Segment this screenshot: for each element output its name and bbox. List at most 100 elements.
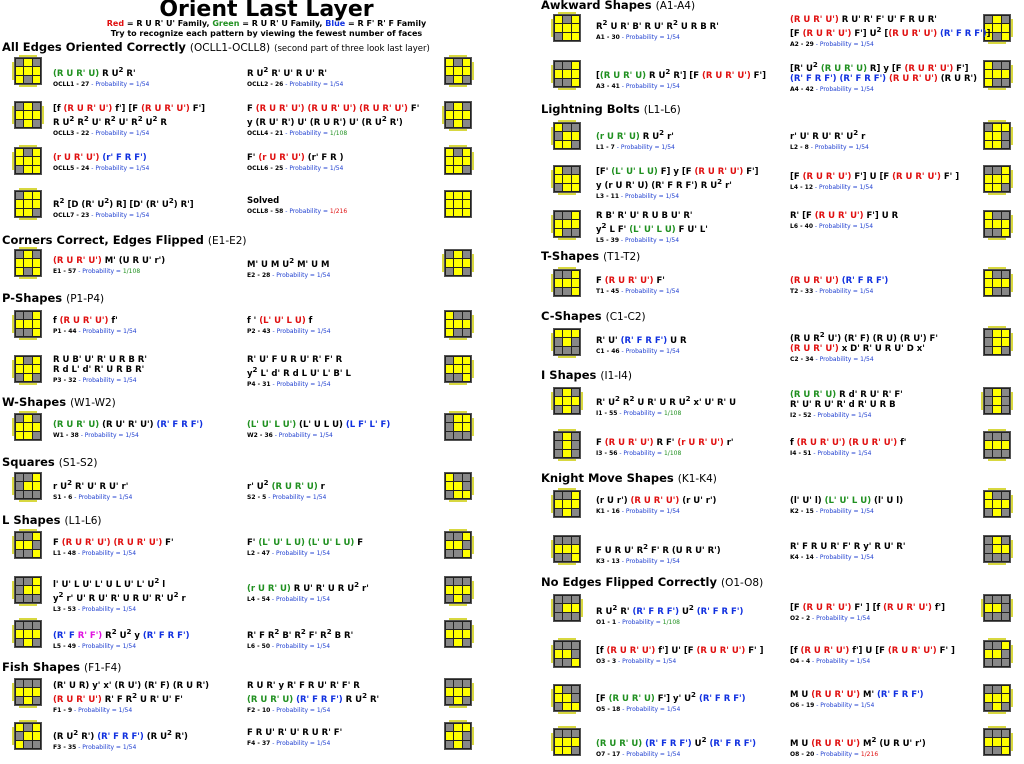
section-name: Corners Correct, Edges Flipped <box>2 233 204 247</box>
probability-label: - Probability = <box>270 380 318 388</box>
algorithm: (r U R' U') (r' F R F') <box>53 153 147 163</box>
oll-case-k2: (l' U' l) (L' U' L U) (l' U l) K2 - 15 - … <box>790 496 980 516</box>
legend-red: Red <box>106 19 125 28</box>
case-id: S1 - 6 <box>53 493 73 501</box>
oll-pattern-diagram <box>444 618 474 648</box>
probability-value: 1/54 <box>316 271 331 279</box>
section-heading: Lightning Bolts (L1-L6) <box>541 102 681 116</box>
case-id: E2 - 28 <box>247 271 271 279</box>
case-meta: O5 - 18 - Probability = 1/54 <box>596 706 786 714</box>
case-meta: L2 - 47 - Probability = 1/54 <box>247 550 437 558</box>
algorithm: (R U R' U) R d' R U' R' F' R' U' R U' R' … <box>790 390 903 410</box>
probability-value: 1/54 <box>857 450 872 457</box>
oll-pattern-diagram <box>444 529 474 559</box>
section-name: T-Shapes <box>541 249 600 263</box>
algorithm: (R U R' U') (R' F R F') <box>790 276 889 286</box>
algorithm: M U (R U R' U') M2 (U R U' r') <box>790 735 926 749</box>
case-meta: F2 - 10 - Probability = 1/54 <box>247 707 437 715</box>
case-id: L6 - 50 <box>247 642 271 650</box>
probability-label: - Probability = <box>270 740 317 747</box>
probability-label: - Probability = <box>619 192 666 200</box>
case-id: OCLL8 - 58 <box>247 208 284 215</box>
oll-pattern-diagram <box>983 535 1013 565</box>
legend-green: Green <box>212 19 240 28</box>
probability-label: - Probability = <box>272 432 320 439</box>
case-id: L1 - 48 <box>53 550 77 557</box>
oll-pattern-diagram <box>12 411 42 441</box>
oll-case-ocll8: Solved OCLL8 - 58 - Probability = 1/216 <box>247 196 437 216</box>
algorithm: F U R U' R2 F' R (U R U' R') <box>596 542 721 556</box>
oll-case-l3: l' U' L U' L' U L U' L' U2 l y2 r' U' R U… <box>53 576 243 614</box>
case-meta: L4 - 12 - Probability = 1/54 <box>790 184 980 192</box>
oll-pattern-diagram <box>551 60 581 90</box>
oll-case-o6: M U (R U R' U') M' (R' F R F') O6 - 19 - … <box>790 690 980 710</box>
oll-pattern-diagram <box>14 247 42 279</box>
case-meta: L2 - 8 - Probability = 1/54 <box>790 144 980 152</box>
probability-label: - Probability = <box>810 658 857 665</box>
case-id: OCLL2 - 26 <box>247 80 284 88</box>
algorithm: f (R U R' U') f' <box>53 316 118 326</box>
probability-value: 1/54 <box>122 642 137 650</box>
oll-pattern-diagram <box>983 267 1013 297</box>
probability-label: - Probability = <box>89 80 136 88</box>
oll-pattern-diagram <box>444 55 474 87</box>
algorithm: r' U2 (R U R' U) r <box>247 478 325 492</box>
probability-value: 1/54 <box>857 412 872 419</box>
case-id: T2 - 33 <box>790 288 814 295</box>
algorithm: (r U R' U) R U' R' U R U2 r' <box>247 580 369 594</box>
algorithm: R' U2 R2 U R' U R U2 x' U' R' U <box>596 394 737 408</box>
probability-value: 1/108 <box>662 618 680 626</box>
probability-label: - Probability = <box>619 348 667 355</box>
probability-value: 1/54 <box>317 380 331 388</box>
probability-value: 1/54 <box>316 642 331 650</box>
probability-label: - Probability = <box>813 85 861 93</box>
probability-label: - Probability = <box>619 33 667 41</box>
probability-label: - Probability = <box>811 450 858 457</box>
probability-label: - Probability = <box>283 208 330 215</box>
oll-case-o1: R U2 R' (R' F R F') U2 (R' F R F') O1 - 1… <box>596 603 786 627</box>
case-id: OCLL7 - 23 <box>53 211 90 219</box>
case-id: W1 - 38 <box>53 432 79 439</box>
case-meta: I3 - 56 - Probability = 1/108 <box>596 450 786 458</box>
case-meta: P3 - 32 - Probability = 1/54 <box>53 377 243 385</box>
oll-case-i3: F (R U R' U') R F' (r U R' U') r' I3 - 56… <box>596 438 786 458</box>
probability-value: 1/54 <box>856 658 871 665</box>
algorithm: l' U' L U' L' U L U' L' U2 l y2 r' U' R U… <box>53 576 186 604</box>
probability-value: 1/216 <box>329 208 348 215</box>
case-id: O7 - 17 <box>596 750 621 758</box>
case-meta: F3 - 35 - Probability = 1/54 <box>53 744 243 752</box>
case-meta: T1 - 45 - Probability = 1/54 <box>596 288 786 296</box>
case-id: L5 - 49 <box>53 642 77 650</box>
oll-case-o7: (R U R' U) (R' F R F') U2 (R' F R F') O7 … <box>596 735 786 759</box>
oll-case-w2: (L' U' L U') (L' U L U) (L F' L' F) W2 - … <box>247 420 437 440</box>
probability-value: 1/54 <box>860 554 874 561</box>
oll-pattern-diagram <box>444 310 474 340</box>
oll-pattern-diagram <box>444 678 474 708</box>
case-meta: OCLL7 - 23 - Probability = 1/54 <box>53 212 243 220</box>
section-name: I Shapes <box>541 368 597 382</box>
oll-case-lb4: [F (R U R' U') F'] U [F (R U R' U') F' ]… <box>790 172 980 192</box>
algorithm: r' U' R U' R' U2 r <box>790 128 866 142</box>
section-heading: All Edges Oriented Correctly (OCLL1-OCLL… <box>2 40 430 54</box>
oll-pattern-diagram <box>14 188 42 220</box>
probability-value: 1/108 <box>663 409 682 417</box>
oll-case-o5: [F (R U R' U) F'] y' U2 (R' F R F') O5 - … <box>596 690 786 714</box>
probability-value: 1/54 <box>666 348 680 355</box>
probability-value: 1/54 <box>316 595 331 603</box>
section-heading: I Shapes (I1-I4) <box>541 368 632 382</box>
algorithm: F (R U R' U') F' <box>596 276 665 286</box>
probability-label: - Probability = <box>89 129 136 137</box>
probability-value: 1/54 <box>666 82 680 90</box>
oll-case-f1: (R' U R) y' x' (R U') (R' F) (R U R') (R … <box>53 681 243 715</box>
section-note: (second part of three look last layer) <box>274 44 430 54</box>
oll-case-ocll7: R2 [D (R' U2) R] [D' (R' U2) R'] OCLL7 - … <box>53 196 243 220</box>
probability-value: 1/54 <box>329 80 344 88</box>
oll-case-w1: (R U R' U) (R U' R' U') (R' F R F') W1 - … <box>53 420 243 440</box>
oll-pattern-diagram <box>444 576 474 606</box>
case-id: O2 - 2 <box>790 615 811 622</box>
oll-pattern-diagram <box>551 726 581 756</box>
oll-case-lb2: r' U' R U' R' U2 r L2 - 8 - Probability =… <box>790 128 980 152</box>
oll-pattern-diagram <box>983 326 1013 356</box>
case-id: O8 - 20 <box>790 750 815 758</box>
probability-value: 1/54 <box>317 328 331 335</box>
